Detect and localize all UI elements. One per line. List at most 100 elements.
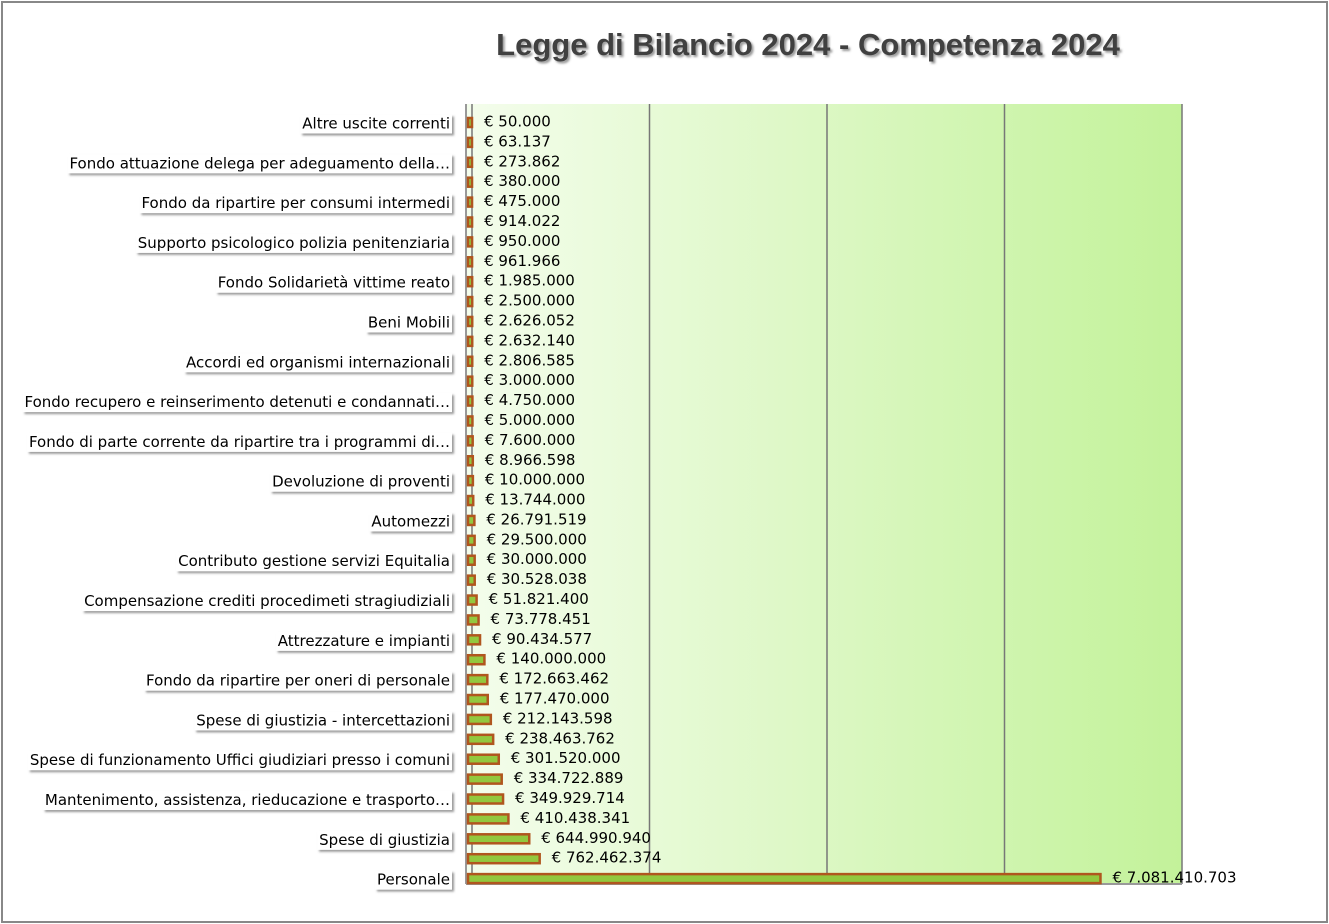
- value-label: € 1.985.000: [484, 272, 575, 290]
- label-box: [369, 512, 452, 532]
- bar: [466, 693, 490, 706]
- bar: [466, 156, 474, 169]
- value-label: € 30.528.038: [487, 570, 587, 588]
- value-label: € 2.500.000: [484, 292, 575, 310]
- value-label: € 50.000: [484, 113, 551, 131]
- label-box: [26, 432, 452, 452]
- bar: [466, 335, 474, 348]
- bar: [466, 494, 475, 507]
- category-label: Fondo Solidarietà vittime reato: [218, 274, 450, 292]
- category-label: Devoluzione di proventi: [272, 473, 450, 491]
- bar: [466, 236, 474, 248]
- category-label: Spese di giustizia - intercettazioni: [196, 711, 450, 729]
- value-label: € 90.434.577: [492, 630, 592, 648]
- category-label: Accordi ed organismi internazionali: [186, 353, 450, 371]
- bar: [466, 713, 493, 726]
- bar: [466, 176, 474, 188]
- bar: [466, 753, 501, 765]
- bar: [466, 375, 474, 387]
- bar: [466, 813, 510, 825]
- category-label: Automezzi: [371, 512, 450, 530]
- value-label: € 2.806.585: [484, 351, 575, 369]
- bar: [466, 833, 531, 845]
- value-label: € 10.000.000: [485, 471, 585, 489]
- value-label: € 349.929.714: [515, 789, 625, 807]
- bar: [466, 773, 503, 785]
- category-label: Contributo gestione servizi Equitalia: [178, 552, 450, 570]
- label-box: [317, 830, 452, 850]
- bar: [466, 256, 474, 268]
- bar: [466, 116, 474, 129]
- bar: [466, 614, 480, 626]
- bar: [466, 534, 476, 547]
- label-box: [183, 353, 452, 373]
- bar: [466, 872, 1102, 885]
- bar: [466, 653, 486, 666]
- bar: [466, 216, 474, 228]
- label-box: [135, 233, 452, 253]
- value-label: € 73.778.451: [491, 610, 591, 628]
- bar: [466, 395, 474, 407]
- value-label: € 172.663.462: [499, 670, 609, 688]
- value-label: € 950.000: [484, 232, 560, 250]
- value-label: € 475.000: [484, 192, 560, 210]
- label-box: [144, 671, 452, 691]
- value-label: € 762.462.374: [552, 849, 662, 867]
- category-label: Fondo da ripartire per consumi intermedi: [141, 194, 450, 212]
- value-label: € 63.137: [484, 132, 551, 150]
- bar: [466, 793, 505, 805]
- value-label: € 140.000.000: [496, 650, 606, 668]
- value-label: € 273.862: [484, 152, 560, 170]
- value-label: € 961.966: [484, 252, 560, 270]
- value-label: € 914.022: [484, 212, 560, 230]
- value-label: € 26.791.519: [486, 510, 586, 528]
- label-box: [176, 552, 452, 572]
- category-label: Fondo attuazione delega per adeguamento …: [69, 154, 450, 172]
- category-label: Mantenimento, assistenza, rieducazione e…: [45, 791, 450, 809]
- value-label: € 238.463.762: [505, 729, 615, 747]
- chart-title: Legge di Bilancio 2024 - Competenza 2024: [496, 27, 1120, 62]
- bar: [466, 455, 475, 467]
- bar: [466, 852, 541, 865]
- label-box: [22, 393, 452, 413]
- label-box: [300, 114, 452, 134]
- value-label: € 2.632.140: [484, 331, 575, 349]
- label-box: [42, 791, 452, 811]
- label-box: [215, 273, 452, 293]
- bar: [466, 435, 474, 447]
- value-label: € 212.143.598: [503, 709, 613, 727]
- bar: [466, 673, 489, 686]
- value-label: € 177.470.000: [500, 690, 610, 708]
- value-label: € 29.500.000: [487, 530, 587, 548]
- bar: [466, 574, 476, 586]
- value-label: € 410.438.341: [520, 809, 630, 827]
- label-box: [67, 154, 452, 174]
- value-label: € 334.722.889: [514, 769, 624, 787]
- label-box: [365, 313, 452, 333]
- value-label: € 13.744.000: [485, 491, 585, 509]
- bar: [466, 295, 474, 308]
- plot-background: [466, 104, 1182, 884]
- bar: [466, 594, 478, 606]
- value-label: € 4.750.000: [484, 391, 575, 409]
- category-label: Fondo di parte corrente da ripartire tra…: [29, 433, 450, 451]
- label-box: [82, 592, 452, 612]
- bar: [466, 474, 475, 487]
- label-box: [27, 751, 452, 771]
- bar: [466, 136, 474, 149]
- value-label: € 380.000: [484, 172, 560, 190]
- value-label: € 644.990.940: [541, 829, 651, 847]
- bar: [466, 733, 495, 746]
- label-box: [375, 870, 452, 890]
- label-box: [270, 472, 452, 492]
- value-label: € 301.520.000: [511, 749, 621, 767]
- value-label: € 51.821.400: [489, 590, 589, 608]
- bar: [466, 196, 474, 208]
- value-label: € 30.000.000: [487, 550, 587, 568]
- category-label: Attrezzature e impianti: [278, 632, 450, 650]
- value-label: € 8.966.598: [485, 451, 576, 469]
- category-label: Beni Mobili: [368, 313, 450, 331]
- category-label: Supporto psicologico polizia penitenziar…: [138, 234, 450, 252]
